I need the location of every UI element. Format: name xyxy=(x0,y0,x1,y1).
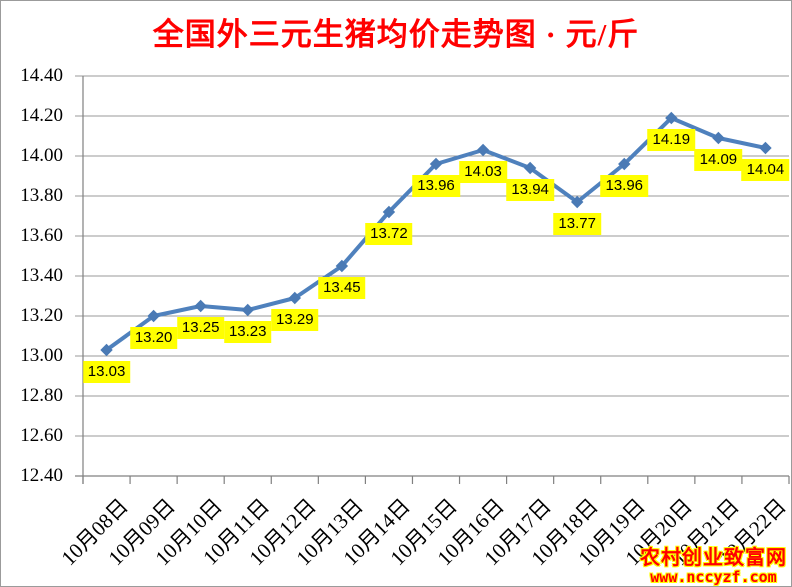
data-point-marker xyxy=(665,111,678,125)
data-point-label: 13.77 xyxy=(553,213,601,235)
data-point-marker xyxy=(382,205,396,219)
watermark-site-name: 农村创业致富网 xyxy=(640,546,787,569)
y-axis-tick-label: 13.00 xyxy=(20,345,63,366)
data-point-marker xyxy=(100,343,113,357)
data-point-label: 14.19 xyxy=(647,129,696,151)
data-point-label: 14.04 xyxy=(741,159,790,181)
data-point-label: 14.03 xyxy=(459,161,507,183)
data-point-label: 13.25 xyxy=(176,317,225,339)
data-point-label: 14.09 xyxy=(694,149,743,171)
data-point-label: 13.45 xyxy=(318,277,366,299)
y-axis-tick-label: 12.40 xyxy=(20,465,63,486)
watermark: 农村创业致富网 www.nccyzf.com xyxy=(640,547,787,586)
y-axis-tick-label: 13.40 xyxy=(20,265,63,286)
data-point-marker xyxy=(712,131,725,145)
price-line-series xyxy=(104,116,768,352)
data-point-label: 13.23 xyxy=(223,321,272,343)
y-axis-tick-label: 12.60 xyxy=(20,425,63,446)
data-point-marker xyxy=(194,299,207,313)
data-point-marker xyxy=(335,259,349,273)
y-axis-tick-label: 13.80 xyxy=(20,185,63,206)
y-axis-tick-label: 14.20 xyxy=(20,105,63,126)
y-axis-tick-label: 13.20 xyxy=(20,305,63,326)
watermark-site-url: www.nccyzf.com xyxy=(650,567,777,586)
data-point-marker xyxy=(147,309,160,323)
data-point-marker xyxy=(288,291,302,305)
data-point-marker xyxy=(523,161,537,175)
data-point-marker xyxy=(759,141,772,155)
data-point-marker xyxy=(429,157,443,171)
data-point-label: 13.72 xyxy=(365,223,413,245)
data-point-marker xyxy=(476,143,490,157)
data-point-label: 13.94 xyxy=(506,179,554,201)
y-axis-tick-label: 12.80 xyxy=(20,385,63,406)
data-point-marker xyxy=(241,303,254,317)
data-point-label: 13.29 xyxy=(271,309,319,331)
data-point-label: 13.03 xyxy=(82,361,131,383)
data-point-label: 13.96 xyxy=(600,175,649,197)
data-point-label: 13.20 xyxy=(129,327,178,349)
data-point-marker xyxy=(570,195,584,209)
data-point-label: 13.96 xyxy=(412,175,460,197)
y-axis-tick-label: 14.00 xyxy=(20,145,63,166)
data-point-marker xyxy=(618,157,631,171)
y-axis-tick-label: 14.40 xyxy=(20,65,63,86)
chart-title: 全国外三元生猪均价走势图 · 元/斤 xyxy=(152,17,640,52)
y-axis-tick-label: 13.60 xyxy=(20,225,63,246)
